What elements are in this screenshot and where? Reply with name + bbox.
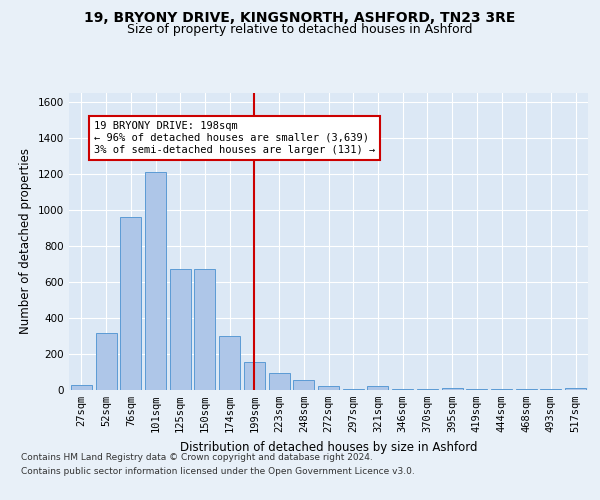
Bar: [343, 389, 364, 390]
Bar: [392, 389, 413, 390]
Bar: [541, 389, 562, 390]
X-axis label: Distribution of detached houses by size in Ashford: Distribution of detached houses by size …: [180, 440, 477, 454]
Text: Size of property relative to detached houses in Ashford: Size of property relative to detached ho…: [127, 22, 473, 36]
Bar: [491, 389, 512, 390]
Bar: [367, 386, 388, 390]
Text: Contains HM Land Registry data © Crown copyright and database right 2024.: Contains HM Land Registry data © Crown c…: [21, 453, 373, 462]
Bar: [71, 384, 92, 390]
Bar: [194, 269, 215, 390]
Bar: [466, 389, 487, 390]
Bar: [120, 217, 141, 390]
Bar: [516, 389, 537, 390]
Bar: [417, 389, 438, 390]
Bar: [318, 386, 339, 390]
Bar: [95, 333, 116, 390]
Bar: [170, 269, 191, 390]
Text: Contains public sector information licensed under the Open Government Licence v3: Contains public sector information licen…: [21, 466, 415, 475]
Bar: [219, 336, 240, 390]
Bar: [145, 172, 166, 390]
Text: 19 BRYONY DRIVE: 198sqm
← 96% of detached houses are smaller (3,639)
3% of semi-: 19 BRYONY DRIVE: 198sqm ← 96% of detache…: [94, 122, 375, 154]
Bar: [442, 388, 463, 390]
Bar: [565, 388, 586, 390]
Bar: [244, 362, 265, 390]
Bar: [293, 380, 314, 390]
Y-axis label: Number of detached properties: Number of detached properties: [19, 148, 32, 334]
Text: 19, BRYONY DRIVE, KINGSNORTH, ASHFORD, TN23 3RE: 19, BRYONY DRIVE, KINGSNORTH, ASHFORD, T…: [85, 10, 515, 24]
Bar: [269, 373, 290, 390]
